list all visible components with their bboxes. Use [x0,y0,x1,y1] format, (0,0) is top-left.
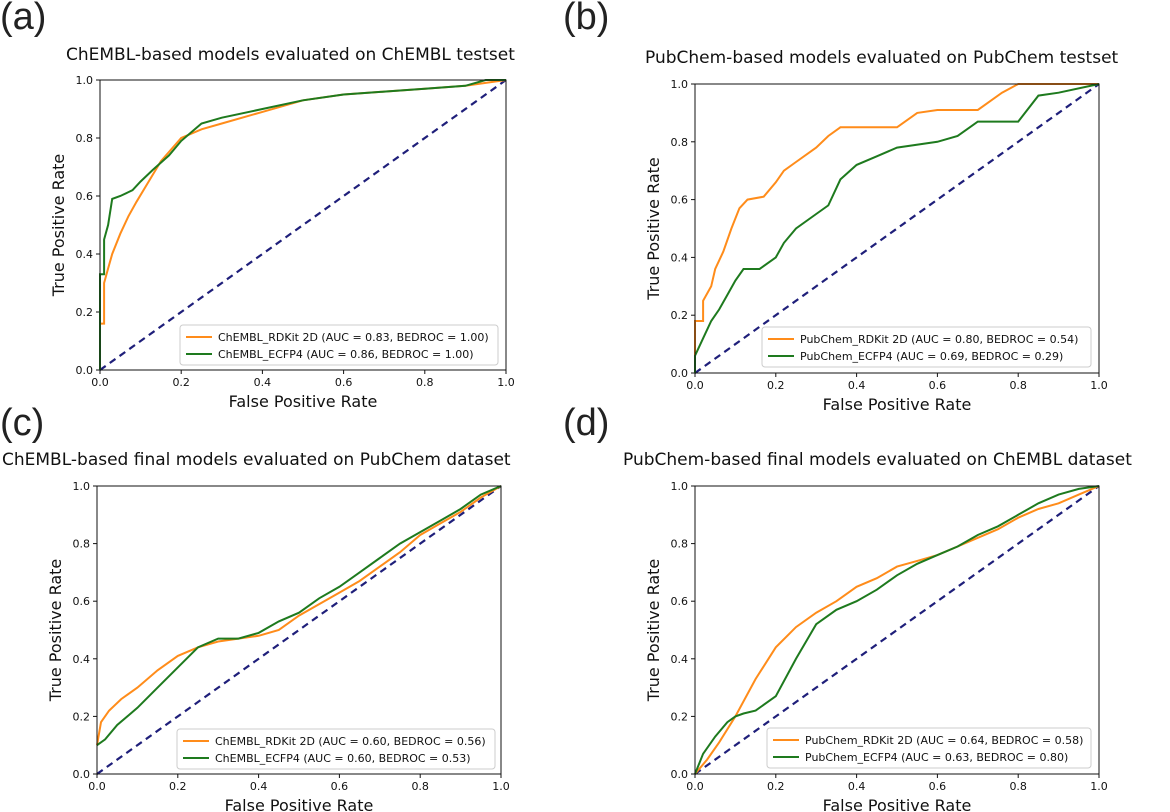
x-tick-label: 0.0 [686,379,704,392]
y-tick-label: 0.2 [671,710,689,723]
y-tick-label: 0.6 [73,595,91,608]
legend-box [766,727,1092,769]
panel-a: (a) ChEMBL-based models evaluated on ChE… [0,0,585,411]
roc-curve-ecfp4 [96,485,502,747]
legend-entry-label: ChEMBL_RDKit 2D (AUC = 0.60, BEDROC = 0.… [215,735,486,748]
y-tick-label: 0.8 [671,538,689,551]
y-axis-label: True Positive Rate [644,559,663,703]
x-tick-label: 0.8 [416,376,434,389]
y-tick-label: 1.0 [671,480,689,493]
x-tick-label: 0.6 [331,780,349,793]
legend-entry-label: PubChem_ECFP4 (AUC = 0.63, BEDROC = 0.80… [805,751,1068,764]
y-axis-label: True Positive Rate [46,559,65,703]
roc-chart: 0.0 0.2 0.4 0.6 0.8 1.0 0.0 0.2 0.4 0.6 0.8 1.0 Fals… [49,74,515,411]
legend-entry-label: PubChem_RDKit 2D (AUC = 0.80, BEDROC = 0… [800,333,1078,346]
x-tick-label: 0.2 [172,376,190,389]
x-tick-label: 1.0 [497,376,515,389]
panel-d: (d) PubChem-based final models evaluated… [563,402,1170,812]
y-tick-label: 0.2 [73,710,91,723]
y-tick-label: 0.2 [671,309,689,322]
x-tick-label: 0.4 [848,379,866,392]
plot-frame [96,485,502,775]
y-tick-label: 0.0 [671,768,689,781]
panel-letter: (d) [563,402,610,444]
roc-curve-ecfp4 [99,79,506,370]
y-tick-label: 1.0 [76,74,94,87]
y-tick-label: 0.4 [671,653,689,666]
x-tick-label: 0.4 [250,780,268,793]
legend-entry-label: ChEMBL_RDKit 2D (AUC = 0.83, BEDROC = 1.… [218,331,489,344]
x-axis-label: False Positive Rate [823,796,972,812]
roc-chart: 0.0 0.2 0.4 0.6 0.8 1.0 0.0 0.2 0.4 0.6 0.8 1.0 Fals… [644,480,1108,812]
plot-frame [694,485,1100,775]
x-tick-label: 1.0 [1090,780,1108,793]
y-tick-label: 0.4 [76,248,94,261]
legend-box [176,728,496,770]
panel-letter: (a) [0,0,47,38]
y-tick-label: 0.8 [76,132,94,145]
chart-title: ChEMBL-based final models evaluated on P… [2,450,511,470]
panel-b: (b) PubChem-based models evaluated on Pu… [563,0,1170,414]
roc-chart: 0.0 0.2 0.4 0.6 0.8 1.0 0.0 0.2 0.4 0.6 0.8 1.0 Fals… [644,78,1108,414]
x-tick-label: 0.2 [767,379,785,392]
x-tick-label: 0.6 [929,379,947,392]
x-tick-label: 0.6 [929,780,947,793]
y-tick-label: 0.8 [671,136,689,149]
plot-frame [99,79,507,371]
roc-curve-ecfp4 [694,83,1100,373]
x-tick-label: 0.8 [1009,780,1026,793]
y-tick-label: 1.0 [73,480,91,493]
roc-curve-rdkit [96,485,502,746]
y-tick-label: 0.6 [671,595,689,608]
y-tick-label: 0.4 [671,251,689,264]
y-tick-label: 0.2 [76,306,94,319]
x-tick-label: 0.2 [169,780,187,793]
y-tick-label: 0.0 [73,768,91,781]
plot-frame [694,83,1100,374]
y-tick-label: 0.4 [73,653,91,666]
y-tick-label: 0.6 [76,190,94,203]
x-tick-label: 0.0 [88,780,106,793]
roc-chart: 0.0 0.2 0.4 0.6 0.8 1.0 0.0 0.2 0.4 0.6 0.8 1.0 Fals… [46,480,510,812]
legend-entry-label: PubChem_ECFP4 (AUC = 0.69, BEDROC = 0.29… [800,350,1063,363]
roc-curve-rdkit [694,83,1099,373]
panel-c: (c) ChEMBL-based final models evaluated … [0,402,585,812]
chance-diagonal-line [694,485,1100,775]
x-axis-label: False Positive Rate [225,796,374,812]
y-axis-label: True Positive Rate [49,154,68,298]
legend-box [761,326,1092,368]
chart-title: PubChem-based final models evaluated on … [623,450,1132,470]
x-tick-label: 0.0 [91,376,109,389]
y-tick-label: 1.0 [671,78,689,91]
y-tick-label: 0.6 [671,194,689,207]
x-tick-label: 0.8 [1009,379,1026,392]
legend-entry-label: ChEMBL_ECFP4 (AUC = 0.86, BEDROC = 1.00) [218,348,474,361]
legend-box [179,324,499,366]
y-tick-label: 0.0 [671,367,689,380]
chart-title: PubChem-based models evaluated on PubChe… [645,48,1119,68]
x-tick-label: 0.0 [686,780,704,793]
x-tick-label: 0.8 [411,780,429,793]
y-tick-label: 0.8 [73,538,91,551]
x-tick-label: 0.4 [254,376,272,389]
legend-entry-label: ChEMBL_ECFP4 (AUC = 0.60, BEDROC = 0.53) [215,752,471,765]
x-tick-label: 1.0 [492,780,510,793]
legend-entry-label: PubChem_RDKit 2D (AUC = 0.64, BEDROC = 0… [805,734,1083,747]
panel-letter: (c) [0,402,45,444]
x-tick-label: 1.0 [1090,379,1108,392]
x-tick-label: 0.6 [335,376,353,389]
y-axis-label: True Positive Rate [644,157,663,301]
chart-title: ChEMBL-based models evaluated on ChEMBL … [66,45,515,65]
x-axis-label: False Positive Rate [229,392,378,411]
chance-diagonal-line [96,485,502,775]
x-tick-label: 0.2 [767,780,785,793]
y-tick-label: 0.0 [76,364,94,377]
x-axis-label: False Positive Rate [823,395,972,414]
panel-letter: (b) [563,0,610,38]
roc-curve-rdkit [694,485,1100,775]
chance-diagonal-line [694,83,1100,374]
x-tick-label: 0.4 [848,780,866,793]
roc-curve-ecfp4 [694,485,1100,775]
